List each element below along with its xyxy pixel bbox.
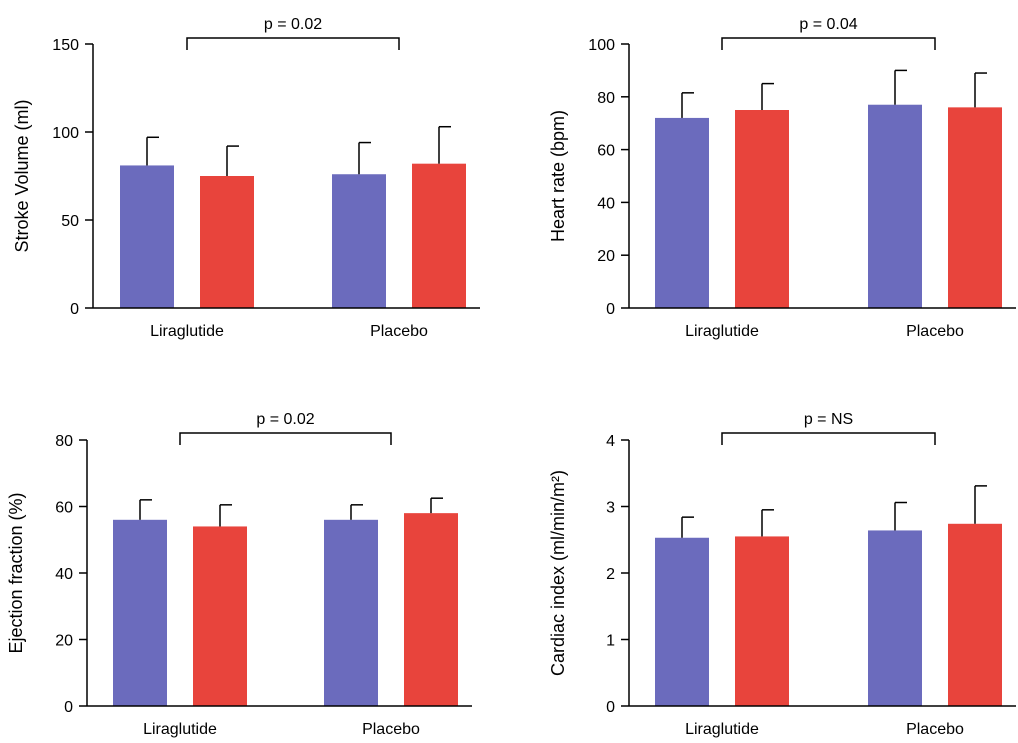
y-tick-label: 2: [606, 566, 615, 583]
y-tick-label: 100: [52, 125, 79, 142]
bar: [948, 523, 1002, 706]
p-value-annotation: p = 0.02: [264, 16, 322, 33]
y-axis-label: Stroke Volume (ml): [12, 99, 32, 252]
bar: [948, 107, 1002, 308]
bar: [735, 110, 789, 308]
x-category-label: Liraglutide: [685, 721, 759, 738]
y-tick-label: 0: [606, 699, 615, 716]
chart-panel-1: 0 50 100 150 Liraglutide Placebo Stroke Volume…: [12, 16, 480, 340]
significance-bracket: [721, 37, 936, 50]
y-tick-label: 20: [597, 248, 615, 265]
y-tick-label: 3: [606, 500, 615, 517]
y-tick-label: 40: [597, 195, 615, 212]
bar: [655, 537, 709, 706]
y-tick-label: 0: [64, 699, 73, 716]
y-axis-label: Heart rate (bpm): [548, 110, 568, 242]
bar: [655, 117, 709, 308]
y-axis-label: Ejection fraction (%): [6, 492, 26, 653]
y-tick-label: 40: [55, 566, 73, 583]
bar: [412, 163, 466, 308]
y-tick-label: 80: [597, 90, 615, 107]
x-category-label: Placebo: [370, 323, 428, 340]
y-tick-label: 150: [52, 37, 79, 54]
y-tick-label: 0: [606, 301, 615, 318]
y-tick-label: 4: [606, 433, 615, 450]
p-value-annotation: p = NS: [804, 411, 853, 428]
y-tick-label: 100: [588, 37, 615, 54]
y-tick-label: 1: [606, 633, 615, 650]
p-value-annotation: p = 0.04: [799, 16, 857, 33]
x-category-label: Placebo: [906, 323, 964, 340]
y-tick-label: 80: [55, 433, 73, 450]
x-category-label: Liraglutide: [150, 323, 224, 340]
bar: [193, 526, 247, 706]
x-category-label: Placebo: [906, 721, 964, 738]
significance-bracket: [721, 432, 936, 445]
bar: [332, 174, 386, 308]
y-tick-label: 60: [597, 143, 615, 160]
x-category-label: Placebo: [362, 721, 420, 738]
bar: [735, 536, 789, 706]
y-tick-label: 60: [55, 500, 73, 517]
significance-bracket: [179, 432, 392, 445]
bar: [868, 530, 922, 706]
bar: [200, 176, 254, 308]
chart-panel-2: 0 20 40 60 80 100 Liraglutide Placebo Heart rate…: [548, 16, 1016, 340]
y-tick-label: 20: [55, 633, 73, 650]
chart-panel-3: 0 20 40 60 80 Liraglutide Placebo Ejection frac…: [6, 411, 472, 738]
bar: [113, 519, 167, 706]
chart-panel-4: 0 1 2 3 4 Liraglutide Placebo Cardiac index (ml…: [548, 411, 1016, 738]
y-axis-label: Cardiac index (ml/min/m²): [548, 470, 568, 676]
bar: [120, 165, 174, 308]
bar: [404, 513, 458, 706]
y-tick-label: 50: [61, 213, 79, 230]
p-value-annotation: p = 0.02: [256, 411, 314, 428]
x-category-label: Liraglutide: [685, 323, 759, 340]
bar: [324, 519, 378, 706]
y-tick-label: 0: [70, 301, 79, 318]
x-category-label: Liraglutide: [143, 721, 217, 738]
bar: [868, 104, 922, 308]
significance-bracket: [186, 37, 400, 50]
